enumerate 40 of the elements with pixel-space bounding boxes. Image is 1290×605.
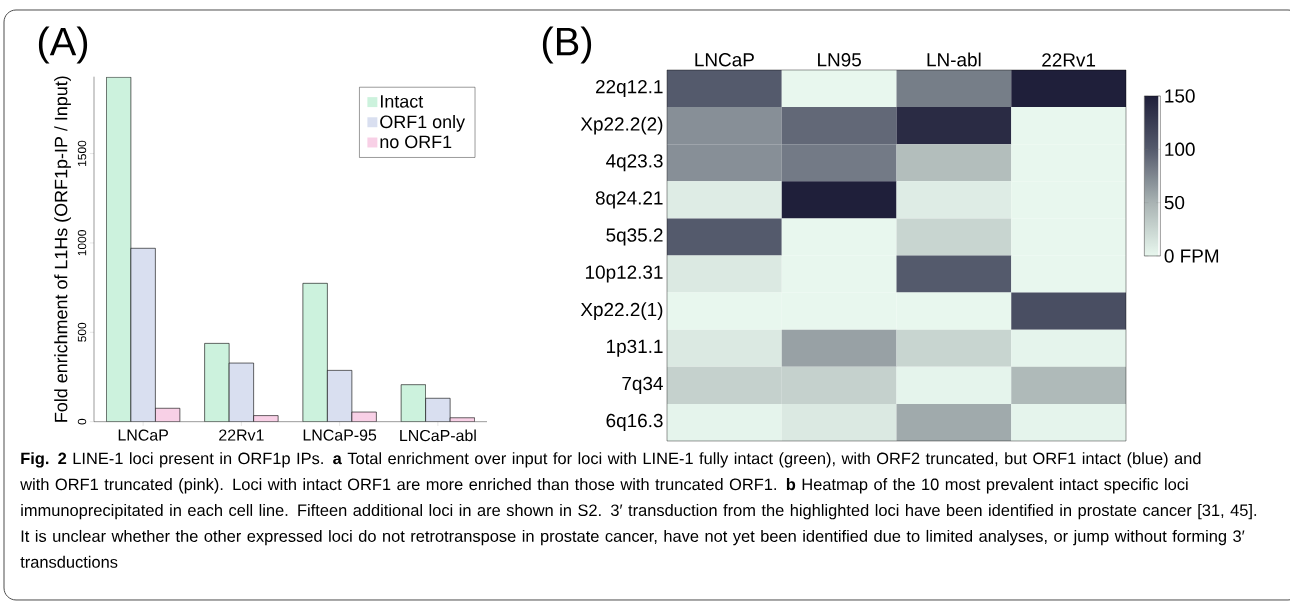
chart-title: (B) [542,26,592,64]
bar [204,343,230,422]
legend-label: no ORF1 [380,135,452,149]
y-tick-label: 4q23.3 [606,154,663,172]
y-tick-label: 10p12.31 [585,265,663,283]
y-tick-label: 1000 [77,230,87,256]
chart-title: (A) [38,26,88,64]
x-tick-label: LN95 [818,53,861,67]
y-tick-label: 1500 [77,140,87,166]
color-bar-label: 50 [1164,195,1185,210]
y-tick-label: 6q16.3 [606,413,663,431]
bar [229,363,254,422]
x-tick-label: LN-abl [927,52,981,67]
x-tick-label: LNCaP [695,53,754,67]
x-tick-label: 22Rv1 [219,429,264,441]
y-tick-label: Xp22.2(1) [580,302,663,320]
y-tick-label: 1p31.1 [607,339,663,357]
y-tick-label: 500 [77,322,87,342]
bar [327,370,352,422]
y-tick-label: 0 [77,418,87,425]
y-tick-label: 7q34 [622,376,663,394]
y-axis-title: Fold enrichment of L1Hs (ORF1p-IP / Input) [54,76,71,422]
x-tick-label: LNCaP [118,429,168,441]
legend-label: ORF1 only [380,115,465,132]
color-bar-label: 0 FPM [1164,249,1219,263]
y-tick-label: 5q35.2 [606,228,663,246]
bar [400,384,426,422]
bar [106,77,131,422]
text: Fig. 2 LINE-1 loci present in ORF1p IPs. a Total enrichment over input for loci with LINE-1 fully intact (green), with ORF2 truncated, but ORF1 intact (blue) and with ORF1 truncated (pink). Loci with intact ORF1 are more enriched than those with truncated ORF1. b Heatmap of the 10 most prevalent intact specific loci immunoprecipitated in each cell line. Fifteen additional loci in are shown in S2. 3′ transduction from the highlighted loci have been identified in prostate cancer [31, 45]. It is unclear whether the other expressed loci do not retrotranspose in prostate cancer, have not yet been identified due to limited analyses, or jump without forming 3′ transductions [20,452,1257,568]
y-tick-label: 8q24.21 [595,191,663,209]
y-tick-label: 22q12.1 [596,79,663,98]
color-bar-label: 150 [1165,89,1195,103]
legend-label: Intact [381,95,424,108]
y-tick-label: Xp22.2(2) [580,116,663,135]
x-tick-label: LNCaP-95 [303,429,377,441]
bar [302,283,328,422]
x-tick-label: LNCaP-abl [400,429,476,442]
x-tick-label: 22Rv1 [1042,53,1096,67]
color-bar-label: 100 [1165,142,1195,156]
bar [130,248,156,422]
